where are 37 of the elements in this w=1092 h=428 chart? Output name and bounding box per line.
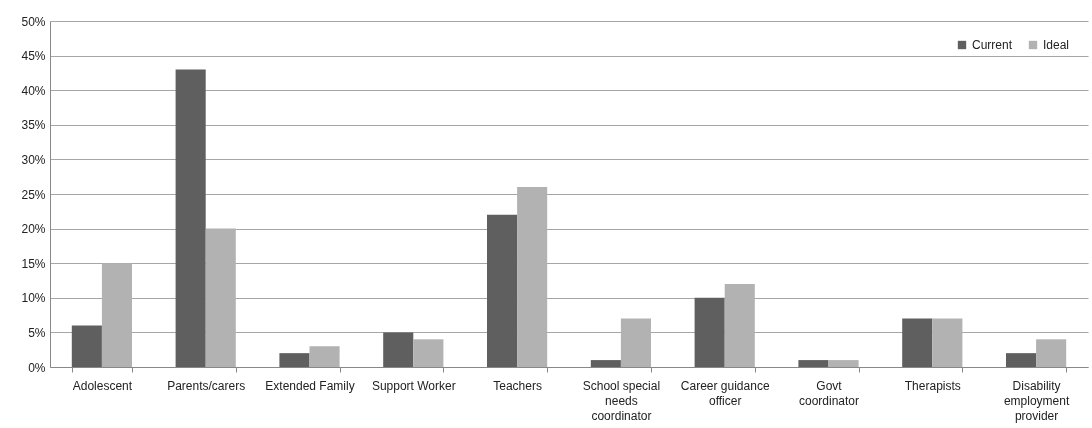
y-tick-label: 35% [21,118,46,133]
bar [175,69,206,367]
y-tick-label: 30% [21,152,46,167]
bar [383,332,414,367]
y-tick-label: 0% [28,360,46,375]
x-tick-label: Teachers [493,378,542,393]
bar [798,360,829,367]
y-tick-label: 50% [21,14,46,29]
bar [279,353,310,367]
bar [71,325,102,367]
bar [694,297,725,367]
x-tick-label: Disability employment provider [1003,378,1070,423]
x-tick-label: School special needs coordinator [582,378,661,423]
x-tick-label: Support Worker [371,378,456,393]
legend-label: Ideal [1043,38,1070,52]
x-tick-label: Govt coordinator [798,378,860,408]
y-tick-label: 40% [21,83,46,98]
x-tick-label: Therapists [904,378,961,393]
x-tick-label: Adolescent [72,378,133,393]
y-tick-label: 20% [21,222,46,237]
y-tick-label: 15% [21,256,46,271]
y-tick-label: 25% [21,187,46,202]
bar [309,346,340,367]
bar [413,339,444,367]
legend-label: Current [972,38,1013,52]
bar [1006,353,1037,367]
x-tick-label: Parents/carers [167,378,246,393]
x-tick-label: Career guidance officer [680,378,770,408]
bar [902,318,933,367]
bar [590,360,621,367]
bar [487,214,518,367]
y-tick-label: 10% [21,291,46,306]
y-tick-label: 5% [28,325,46,340]
bar [828,360,859,367]
x-tick-label: Extended Family [265,378,355,393]
y-tick-label: 45% [21,49,46,64]
bar [1036,339,1067,367]
